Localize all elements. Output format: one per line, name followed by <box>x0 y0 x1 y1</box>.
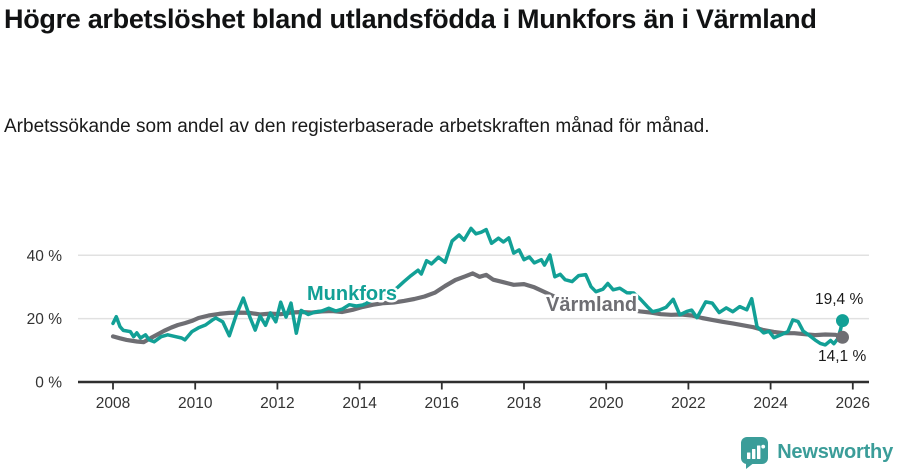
newsworthy-branding: Newsworthy <box>740 436 893 469</box>
munkfors-series-label: Munkfors <box>307 283 397 305</box>
x-axis-tick-label: 2010 <box>178 395 213 412</box>
x-axis-tick-label: 2012 <box>260 395 294 412</box>
varmland-end-dot <box>836 330 849 344</box>
chart-subtitle: Arbetssökande som andel av den registerb… <box>4 116 710 137</box>
munkfors-end-value-label: 19,4 % <box>815 291 863 308</box>
newsworthy-logo-text: Newsworthy <box>777 441 893 463</box>
y-axis-tick-label: 40 % <box>27 248 63 265</box>
varmland-series-label: Värmland <box>546 294 637 316</box>
munkfors-end-dot <box>836 314 849 328</box>
y-axis-tick-label: 0 % <box>35 375 62 392</box>
newsworthy-logo-icon <box>741 437 769 469</box>
chart-title: Högre arbetslöshet bland utlandsfödda i … <box>4 4 817 34</box>
x-axis-tick-label: 2022 <box>671 395 705 412</box>
varmland-end-value-label: 14,1 % <box>818 348 866 365</box>
x-axis-tick-label: 2020 <box>589 395 624 412</box>
y-axis-tick-label: 20 % <box>27 311 63 328</box>
x-axis-tick-label: 2024 <box>753 395 788 412</box>
x-axis-tick-label: 2008 <box>96 395 130 412</box>
varmland-line <box>110 271 845 345</box>
x-axis-tick-label: 2018 <box>507 395 541 412</box>
x-axis-tick-label: 2014 <box>342 395 377 412</box>
x-axis-tick-label: 2026 <box>836 395 870 412</box>
munkfors-line <box>111 226 845 347</box>
x-axis-tick-label: 2016 <box>425 395 459 412</box>
